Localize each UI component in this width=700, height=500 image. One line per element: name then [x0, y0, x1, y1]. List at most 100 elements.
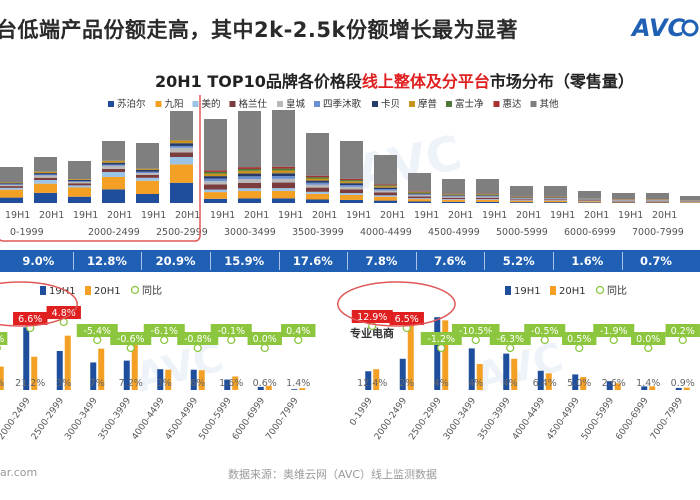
bar-period-label: 19H1 — [73, 210, 98, 221]
stacked-bar-segment — [102, 162, 125, 165]
bar-20h1 — [545, 373, 552, 390]
stacked-bar-segment — [136, 174, 159, 178]
yoy-marker — [193, 343, 202, 353]
stacked-bar-segment — [238, 188, 261, 192]
yoy-label: -5.4% — [83, 326, 111, 337]
stacked-bar-segment — [272, 173, 295, 177]
stacked-bar-segment — [68, 161, 91, 180]
stacked-bar-segment — [204, 173, 227, 177]
stacked-bar-segment — [170, 140, 193, 144]
stacked-bar-segment — [476, 196, 499, 197]
share-separator — [347, 252, 349, 270]
stacked-bar-segment — [306, 191, 329, 194]
stacked-bar-segment — [374, 190, 397, 193]
stacked-bar-segment — [408, 193, 431, 195]
page-headline: 台低端产品份额走高，其中2k-2.5k份额增长最为显著 — [0, 18, 518, 42]
stacked-bar-segment — [136, 143, 159, 169]
bar-value-label: 4% — [434, 378, 449, 389]
stacked-bar-segment — [408, 195, 431, 197]
legend-swatch — [192, 101, 199, 107]
yoy-label: 0.0% — [253, 334, 277, 345]
share-separator — [72, 252, 74, 270]
yoy-marker — [678, 335, 687, 345]
stacked-bar-segment — [204, 171, 227, 174]
yoy-label: 4.8% — [52, 308, 76, 319]
stacked-bar-segment — [544, 200, 567, 201]
bar-19h1 — [190, 369, 197, 390]
price-band-label: 2500-2999 — [156, 227, 208, 238]
bar-20h1 — [511, 358, 518, 390]
stacked-bar-segment — [476, 199, 499, 202]
yoy-marker — [260, 343, 269, 353]
bar-19h1 — [434, 317, 441, 390]
stacked-bar-segment — [374, 186, 397, 188]
stacked-bar-segment — [544, 186, 567, 197]
legend-swatch — [40, 286, 46, 295]
bar-period-label: 20H1 — [584, 210, 609, 221]
bar-19h1 — [537, 370, 544, 390]
yoy-badge — [489, 332, 531, 345]
yoy-badge — [0, 332, 8, 345]
stacked-bar-segment — [34, 157, 57, 172]
legend-label: 同比 — [142, 285, 162, 297]
share-separator — [278, 252, 280, 270]
stacked-bar-segment — [204, 181, 227, 185]
yoy-badge — [631, 332, 666, 345]
bar-19h1 — [56, 351, 63, 390]
bar-value-label: 6% — [190, 378, 205, 389]
bar-20h1 — [580, 377, 587, 390]
stacked-bar-segment — [34, 174, 57, 176]
bar-period-label: 20H1 — [175, 210, 200, 221]
category-label: 5000-5999 — [580, 396, 616, 442]
yoy-label: -0.1% — [217, 326, 245, 337]
data-source-note: 数据来源：奥维云网（AVC）线上监测数据 — [228, 468, 438, 481]
share-separator — [484, 252, 486, 270]
bar-20h1 — [373, 369, 380, 390]
yoy-badge — [562, 332, 597, 345]
highlight-ellipse — [337, 281, 456, 327]
stacked-bar-segment — [238, 111, 261, 168]
avc-logo: AVC — [630, 14, 699, 42]
stacked-bar-segment — [204, 184, 227, 190]
bar-value-label: 6.4% — [533, 378, 557, 389]
bar-value-label: 4% — [503, 378, 518, 389]
legend-label: 美的 — [202, 98, 221, 110]
stacked-bar-segment — [442, 201, 465, 203]
category-label: 3000-3499 — [63, 396, 99, 442]
price-band-label: 6000-6999 — [564, 227, 616, 238]
stacked-bar-segment — [476, 179, 499, 194]
stacked-bar-segment — [204, 119, 227, 171]
stacked-bar-segment — [0, 186, 23, 188]
price-band-label: 4500-4999 — [428, 227, 480, 238]
stacked-bar-segment — [238, 168, 261, 171]
stacked-bar-segment — [204, 178, 227, 182]
bar-period-label: 20H1 — [39, 210, 64, 221]
stacked-bar-segment — [306, 182, 329, 185]
stacked-bar-segment — [340, 186, 363, 190]
share-separator — [415, 252, 417, 270]
bar-period-label: 19H1 — [346, 210, 371, 221]
stacked-bar-segment — [476, 201, 499, 203]
stacked-bar-segment — [204, 189, 227, 193]
legend-swatch — [155, 101, 162, 107]
svg-text:AVC: AVC — [630, 14, 686, 42]
stacked-bar-segment — [0, 167, 23, 183]
bar-period-label: 19H1 — [414, 210, 439, 221]
bar-value-label: 21.2% — [15, 378, 45, 389]
stacked-bar-segment — [306, 180, 329, 183]
legend-label: 富士净 — [455, 98, 484, 110]
stacked-bar-segment — [68, 179, 91, 180]
stacked-bar-segment — [272, 170, 295, 174]
bar-19h1 — [399, 358, 406, 390]
stacked-bar-segment — [238, 198, 261, 203]
share-value: 12.8% — [86, 254, 127, 268]
legend-label: 九阳 — [165, 98, 184, 110]
yoy-marker — [227, 335, 236, 345]
stacked-bar-segment — [306, 184, 329, 188]
subtitle-suffix: 市场分布（零售量） — [489, 72, 634, 91]
category-label: 2000-2499 — [373, 396, 409, 442]
yoy-badge — [351, 310, 393, 323]
legend-swatch — [550, 286, 556, 295]
stacked-bar-segment — [272, 168, 295, 171]
bar-period-label: 19H1 — [550, 210, 575, 221]
